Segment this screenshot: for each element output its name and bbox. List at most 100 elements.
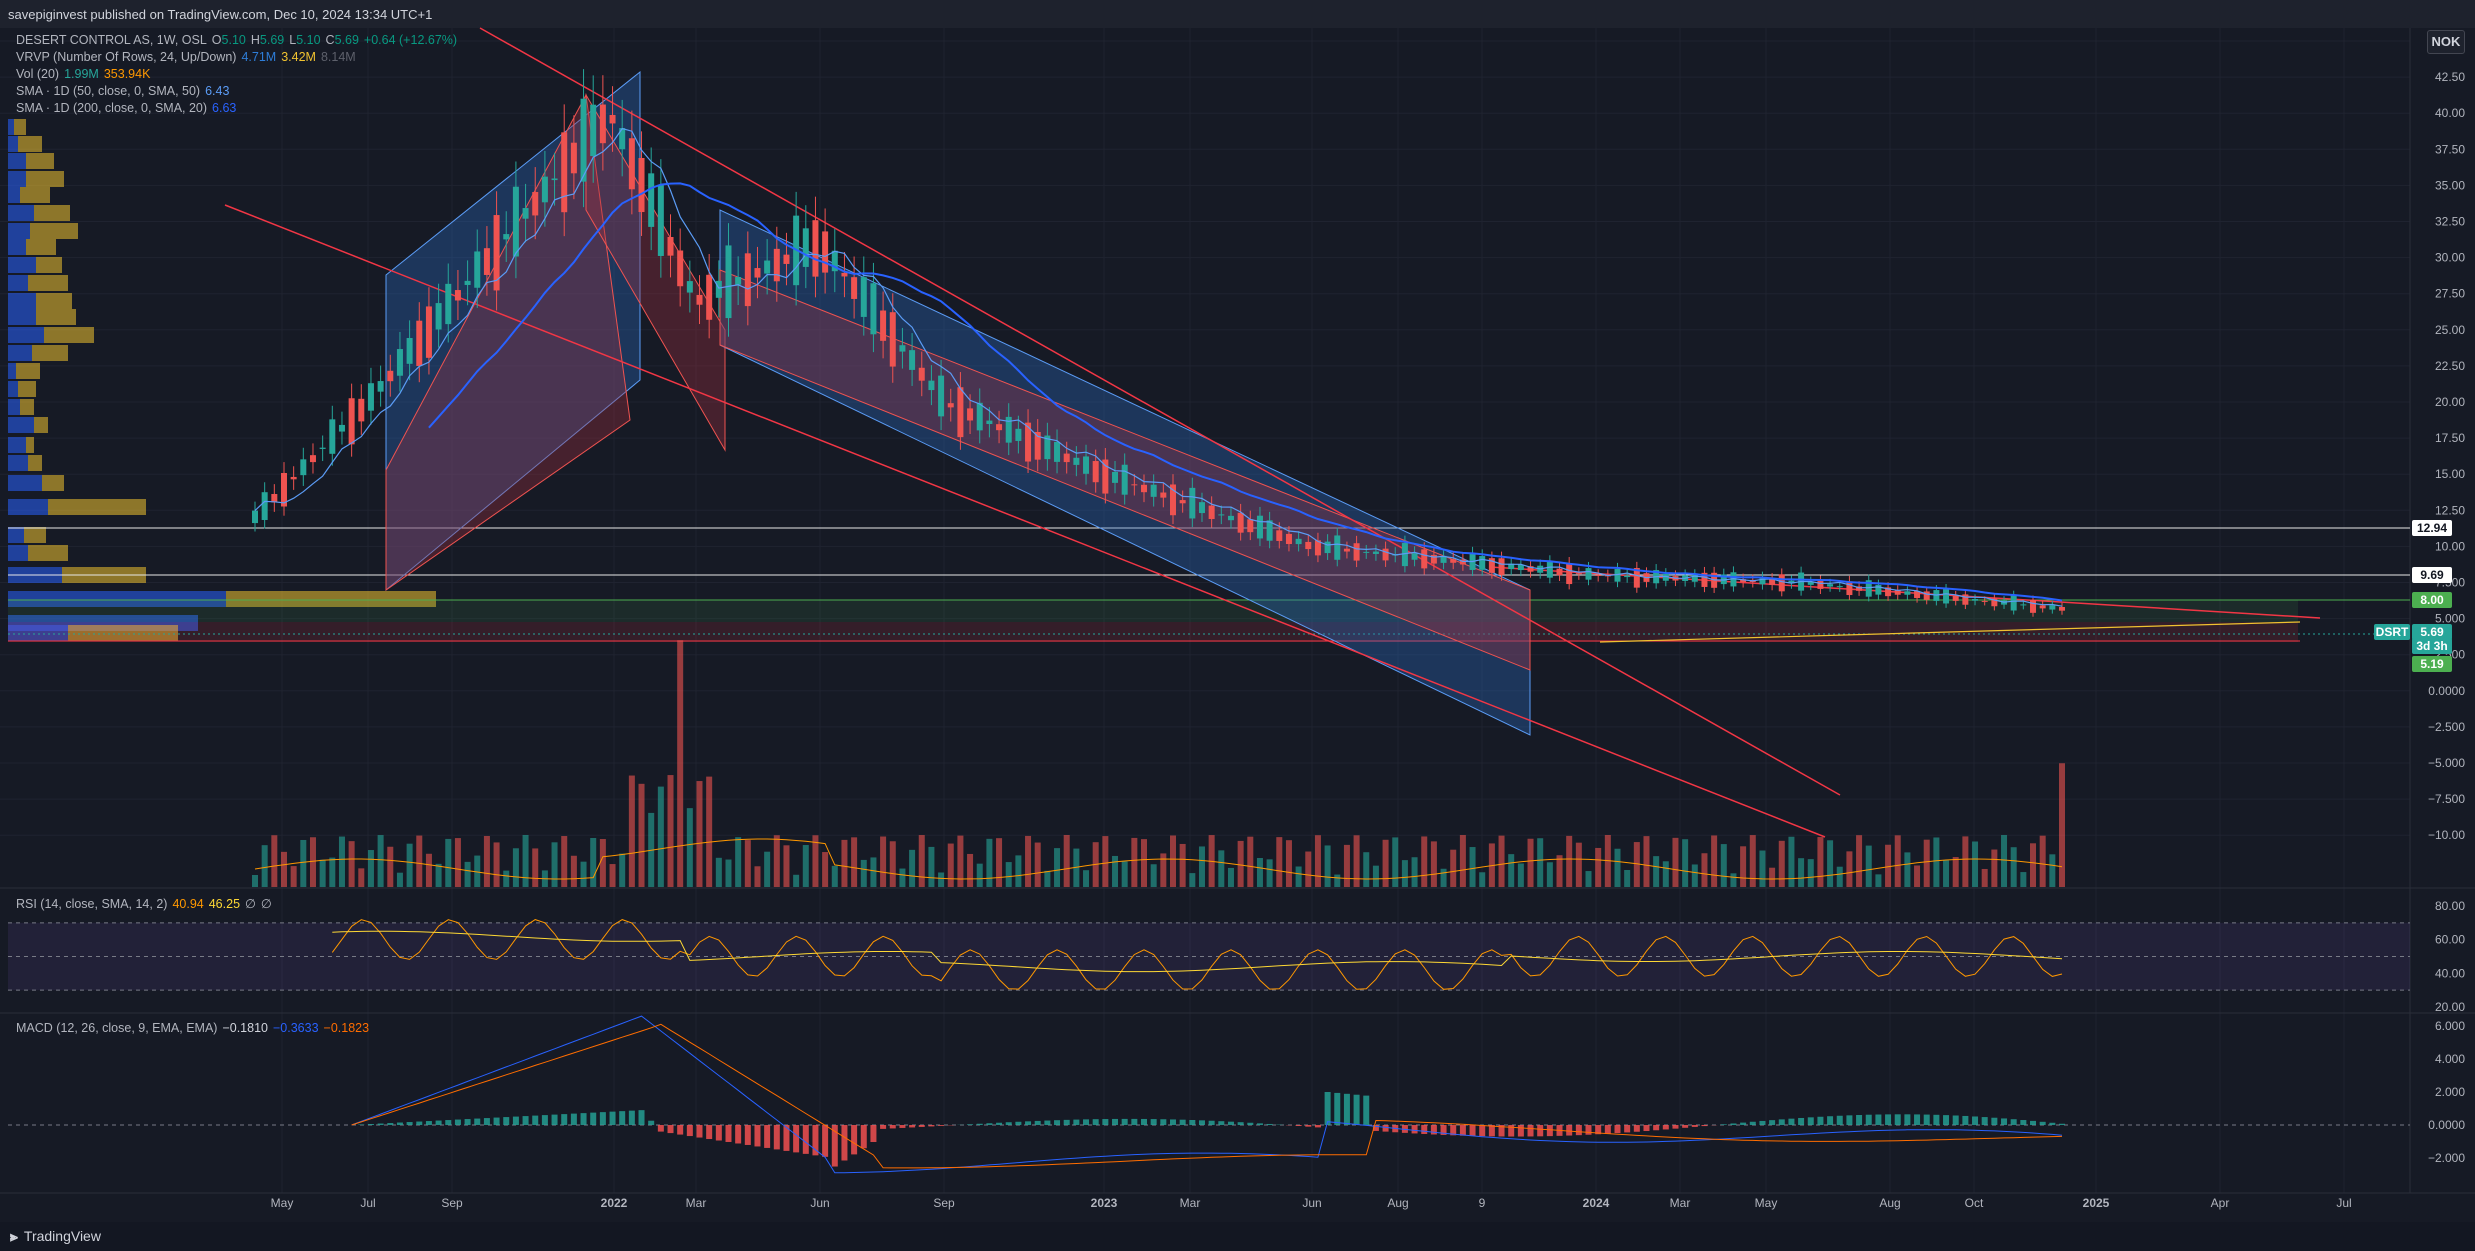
macd-histogram-bar	[1517, 1125, 1524, 1137]
macd-histogram-bar	[416, 1121, 423, 1125]
zone-red	[8, 622, 2298, 642]
macd-histogram-bar	[1759, 1120, 1766, 1125]
volume-bar	[570, 855, 577, 887]
price-label: DSRT	[2376, 625, 2409, 639]
candle-body	[744, 253, 751, 307]
price-tick: 15.00	[2435, 467, 2465, 481]
volume-bar	[1827, 840, 1834, 887]
volume-bar	[1411, 857, 1418, 887]
candle-body	[1034, 431, 1041, 460]
volume-bar	[590, 837, 597, 887]
volume-bar	[377, 835, 384, 887]
vrvp-down	[20, 399, 34, 415]
macd-histogram-bar	[1092, 1119, 1099, 1125]
macd-histogram-bar	[1430, 1125, 1437, 1135]
candle-body	[503, 234, 510, 240]
macd-histogram-bar	[1798, 1117, 1805, 1125]
vrvp-up	[8, 345, 32, 361]
price-label: 12.94	[2417, 521, 2447, 535]
price-label: 9.69	[2420, 568, 2444, 582]
volume-bar	[580, 861, 587, 887]
volume-bar	[1691, 864, 1698, 887]
volume-bar	[773, 835, 780, 887]
volume-bar	[1566, 835, 1573, 887]
macd-histogram-bar	[1131, 1118, 1138, 1125]
candle-body	[1527, 566, 1534, 572]
volume-bar	[1160, 853, 1167, 887]
volume-bar	[1981, 868, 1988, 887]
macd-histogram-bar	[831, 1125, 838, 1167]
candle-body	[1305, 541, 1312, 550]
price-tick: 35.00	[2435, 178, 2465, 192]
volume-bar	[1914, 865, 1921, 887]
candle-body	[918, 367, 925, 381]
macd-histogram-bar	[986, 1123, 993, 1125]
volume-bar	[1943, 860, 1950, 887]
volume-bar	[1517, 863, 1524, 887]
time-tick: Jul	[360, 1196, 375, 1210]
macd-histogram-bar	[425, 1121, 432, 1125]
candle-body	[406, 338, 413, 364]
ohlc-close: 5.69	[334, 33, 359, 47]
currency-button[interactable]: NOK	[2427, 30, 2465, 54]
macd-histogram-bar	[1778, 1119, 1785, 1125]
macd-histogram-bar	[822, 1125, 829, 1157]
volume-bar	[686, 808, 693, 887]
vrvp-down	[226, 591, 436, 607]
rsi-ma-line	[332, 930, 2063, 973]
time-tick: 2022	[601, 1196, 628, 1210]
candle-body	[1430, 554, 1437, 564]
candle-body	[1005, 416, 1012, 443]
macd-histogram-bar	[1701, 1125, 1708, 1127]
vrvp-up	[8, 293, 36, 309]
candle-body	[938, 375, 945, 417]
macd-histogram-bar	[1827, 1116, 1834, 1125]
volume-bar	[1720, 844, 1727, 887]
volume-bar	[1885, 844, 1892, 887]
volume-bar	[425, 853, 432, 887]
volume-bar	[1295, 866, 1302, 887]
candle-body	[1566, 563, 1573, 585]
macd-histogram-bar	[551, 1114, 558, 1125]
candle-body	[396, 349, 403, 376]
candle-body	[1150, 484, 1157, 497]
volume-bar	[657, 786, 664, 887]
volume-bar	[1440, 868, 1447, 887]
candle-body	[715, 280, 722, 298]
macd-histogram-bar	[1633, 1125, 1640, 1132]
candle-body	[1025, 422, 1032, 462]
macd-histogram-bar	[570, 1113, 577, 1125]
price-label-bg	[2412, 624, 2452, 640]
vrvp-down	[26, 437, 34, 453]
volume-bar	[483, 835, 490, 887]
candle-body	[822, 231, 829, 273]
macd-histogram-bar	[561, 1114, 568, 1125]
volume-bar	[1643, 836, 1650, 887]
volume-bar	[1121, 861, 1128, 887]
volume-bar	[1247, 836, 1254, 887]
macd-histogram-bar	[1073, 1119, 1080, 1125]
time-tick: 2023	[1091, 1196, 1118, 1210]
macd-histogram-bar	[918, 1125, 925, 1127]
candle-body	[464, 280, 471, 285]
candle-body	[1015, 428, 1022, 441]
macd-histogram-bar	[996, 1122, 1003, 1125]
macd-histogram-bar	[1585, 1125, 1592, 1135]
volume-bar	[851, 837, 858, 887]
volume-bar	[899, 868, 906, 887]
macd-histogram-bar	[1595, 1125, 1602, 1135]
vrvp-up	[8, 437, 26, 453]
candle-body	[329, 419, 336, 454]
ohlc-low: 5.10	[296, 33, 321, 47]
macd-histogram-bar	[638, 1110, 645, 1125]
candle-body	[367, 383, 374, 411]
volume-bar	[1276, 837, 1283, 887]
macd-histogram-bar	[1169, 1119, 1176, 1125]
volume-bar	[445, 838, 452, 887]
candle-body	[1624, 575, 1631, 578]
candle-body	[1817, 581, 1824, 589]
volume-bar	[822, 852, 829, 887]
volume-bar	[503, 870, 510, 887]
price-tick: 12.50	[2435, 503, 2465, 517]
